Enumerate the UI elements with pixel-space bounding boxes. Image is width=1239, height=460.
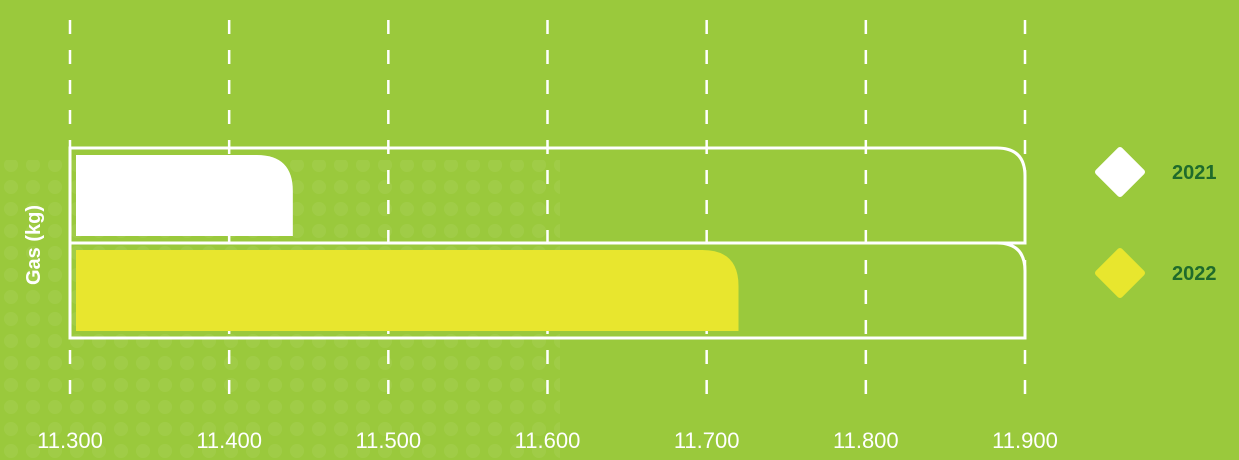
x-tick-labels: 11.300 11.400 11.500 11.600 11.700 11.800 11.9… (37, 428, 1058, 453)
legend-marker-2021 (1095, 147, 1145, 197)
bar-2021 (76, 155, 293, 236)
legend-marker-2022 (1095, 248, 1145, 298)
y-axis-label: Gas (kg) (23, 205, 45, 285)
bar-track (68, 146, 1027, 245)
x-tick-label: 11.500 (356, 428, 422, 453)
x-tick-label: 11.400 (196, 428, 262, 453)
x-tick-label: 11.900 (992, 428, 1058, 453)
bars (68, 146, 1027, 340)
legend: 2021 2022 (1095, 147, 1217, 298)
x-tick-label: 11.700 (674, 428, 740, 453)
x-tick-label: 11.300 (37, 428, 103, 453)
legend-label-2022: 2022 (1172, 263, 1217, 285)
x-tick-label: 11.800 (833, 428, 899, 453)
legend-label-2021: 2021 (1172, 162, 1217, 184)
bar-2022 (76, 250, 739, 331)
bar-track (68, 241, 1027, 340)
x-tick-label: 11.600 (515, 428, 581, 453)
